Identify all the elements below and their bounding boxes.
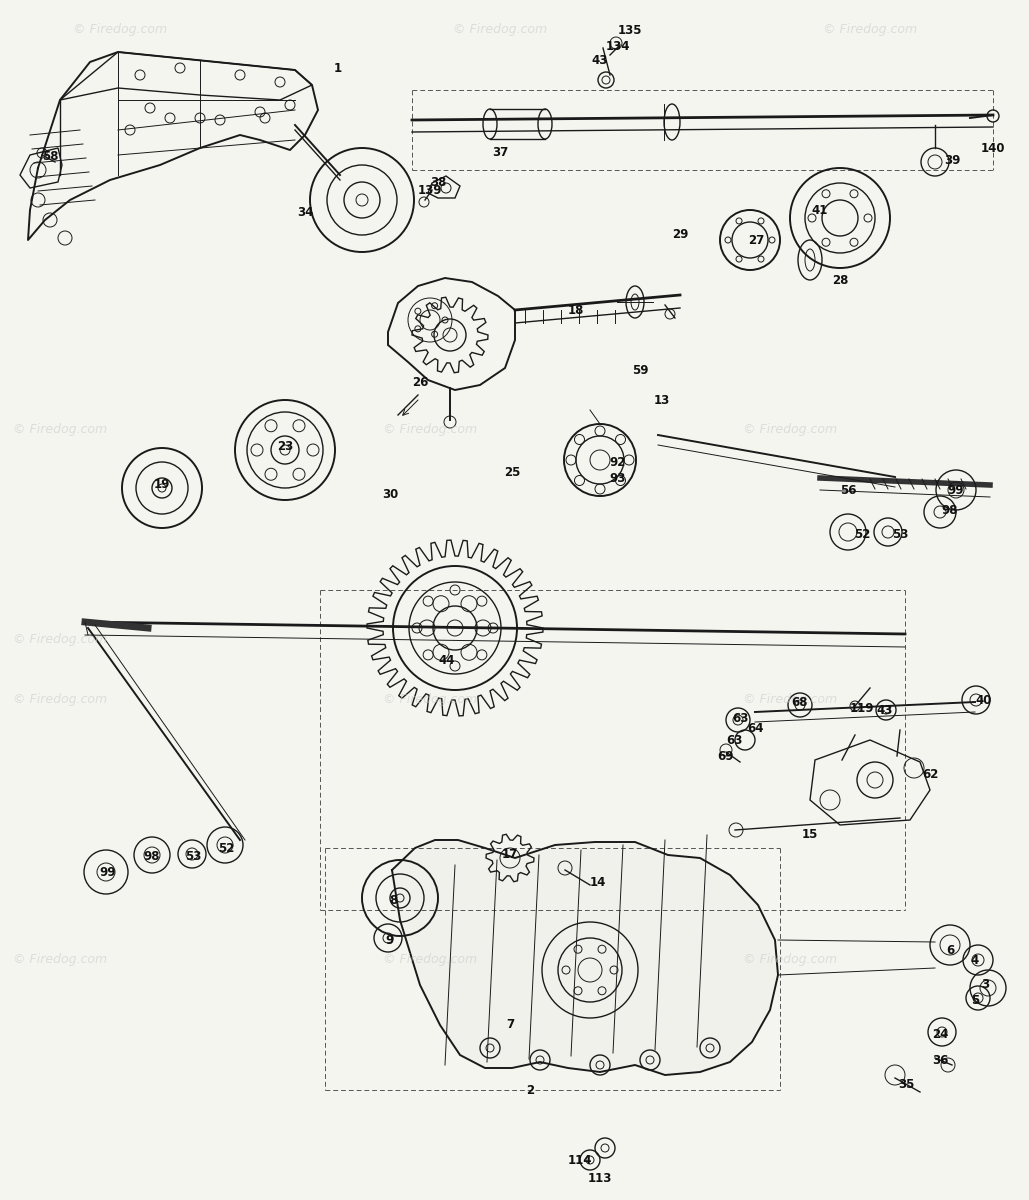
Text: 62: 62 xyxy=(922,768,938,781)
Text: 7: 7 xyxy=(506,1019,514,1032)
Text: 35: 35 xyxy=(898,1079,914,1092)
Text: © Firedog.com: © Firedog.com xyxy=(383,424,477,437)
Text: 59: 59 xyxy=(632,364,648,377)
Text: 15: 15 xyxy=(802,828,818,841)
Text: 56: 56 xyxy=(840,484,856,497)
Text: 63: 63 xyxy=(725,733,742,746)
Text: © Firedog.com: © Firedog.com xyxy=(13,954,107,966)
Text: 6: 6 xyxy=(946,943,954,956)
Text: 2: 2 xyxy=(526,1084,534,1097)
Text: 68: 68 xyxy=(791,696,808,709)
Text: © Firedog.com: © Firedog.com xyxy=(13,694,107,707)
Text: 36: 36 xyxy=(932,1054,948,1067)
Text: 114: 114 xyxy=(568,1154,593,1168)
Text: 1: 1 xyxy=(334,61,342,74)
Text: 43: 43 xyxy=(592,54,608,66)
Text: © Firedog.com: © Firedog.com xyxy=(823,24,917,36)
Text: 24: 24 xyxy=(932,1028,948,1042)
Text: 53: 53 xyxy=(892,528,909,540)
Text: 98: 98 xyxy=(144,850,161,863)
Text: © Firedog.com: © Firedog.com xyxy=(743,954,837,966)
Text: 17: 17 xyxy=(502,848,519,862)
Text: 37: 37 xyxy=(492,145,508,158)
Text: © Firedog.com: © Firedog.com xyxy=(383,954,477,966)
Text: 63: 63 xyxy=(732,712,748,725)
Text: 58: 58 xyxy=(42,150,59,163)
Text: 18: 18 xyxy=(568,304,584,317)
Text: 19: 19 xyxy=(153,479,170,492)
Text: © Firedog.com: © Firedog.com xyxy=(13,424,107,437)
Text: 38: 38 xyxy=(430,175,447,188)
Text: 41: 41 xyxy=(812,204,828,216)
Text: 119: 119 xyxy=(850,702,875,714)
Text: 3: 3 xyxy=(981,978,989,991)
Text: © Firedog.com: © Firedog.com xyxy=(383,694,477,707)
Text: 52: 52 xyxy=(218,841,235,854)
Text: 39: 39 xyxy=(944,154,960,167)
Text: 8: 8 xyxy=(389,894,397,906)
Text: 9: 9 xyxy=(386,934,394,947)
Text: 30: 30 xyxy=(382,488,398,502)
Text: © Firedog.com: © Firedog.com xyxy=(13,634,107,647)
Text: 23: 23 xyxy=(277,440,293,454)
Text: 29: 29 xyxy=(672,228,688,240)
Text: 14: 14 xyxy=(590,876,606,888)
Text: 113: 113 xyxy=(588,1171,612,1184)
Text: 99: 99 xyxy=(100,866,116,880)
Text: © Firedog.com: © Firedog.com xyxy=(453,24,547,36)
Text: © Firedog.com: © Firedog.com xyxy=(73,24,167,36)
Text: 5: 5 xyxy=(971,994,980,1007)
Text: 93: 93 xyxy=(610,473,627,486)
Text: 135: 135 xyxy=(617,24,642,36)
Text: 4: 4 xyxy=(971,954,980,966)
Text: 28: 28 xyxy=(831,274,848,287)
Text: 43: 43 xyxy=(877,703,893,716)
Text: © Firedog.com: © Firedog.com xyxy=(743,424,837,437)
Text: 140: 140 xyxy=(981,142,1005,155)
Text: 134: 134 xyxy=(606,41,630,54)
Text: 92: 92 xyxy=(610,456,627,469)
Text: 64: 64 xyxy=(748,721,765,734)
Text: 27: 27 xyxy=(748,234,765,246)
Polygon shape xyxy=(392,840,778,1075)
Text: 34: 34 xyxy=(296,205,313,218)
Text: 98: 98 xyxy=(942,504,958,516)
Text: 44: 44 xyxy=(438,654,455,666)
Text: 40: 40 xyxy=(975,694,992,707)
Text: 139: 139 xyxy=(418,184,442,197)
Text: 26: 26 xyxy=(412,377,428,390)
Text: 52: 52 xyxy=(854,528,871,540)
Text: 25: 25 xyxy=(504,467,521,480)
Text: 99: 99 xyxy=(948,484,964,497)
Text: 53: 53 xyxy=(185,850,202,863)
Text: © Firedog.com: © Firedog.com xyxy=(743,694,837,707)
Text: 69: 69 xyxy=(718,750,735,762)
Text: 13: 13 xyxy=(653,394,670,407)
